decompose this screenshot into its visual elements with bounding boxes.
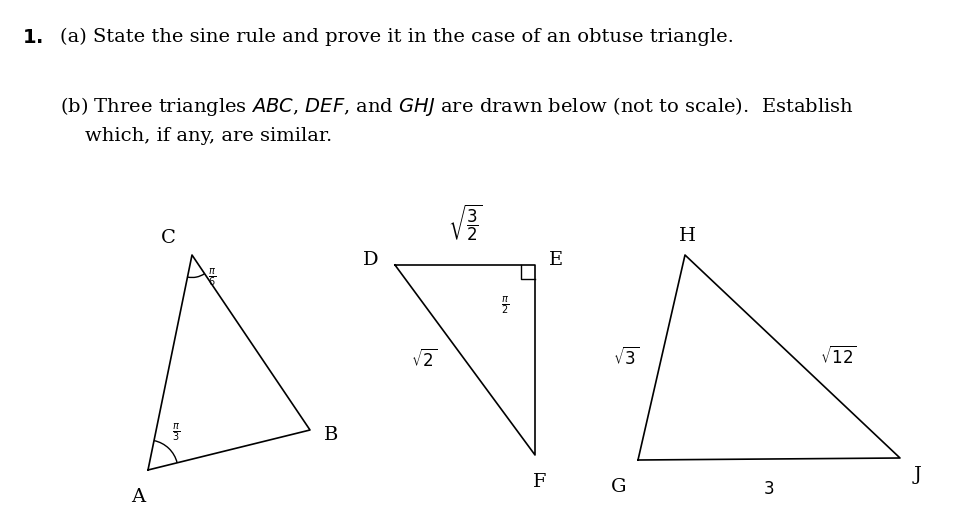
Text: $\mathbf{1.}$: $\mathbf{1.}$ bbox=[22, 28, 43, 47]
Text: J: J bbox=[914, 466, 922, 484]
Text: $\frac{\pi}{2}$: $\frac{\pi}{2}$ bbox=[501, 294, 509, 316]
Text: $\frac{\pi}{3}$: $\frac{\pi}{3}$ bbox=[172, 421, 180, 443]
Text: C: C bbox=[161, 229, 176, 247]
Text: D: D bbox=[363, 251, 379, 269]
Text: E: E bbox=[549, 251, 563, 269]
Text: F: F bbox=[533, 473, 547, 491]
Text: which, if any, are similar.: which, if any, are similar. bbox=[85, 127, 332, 145]
Text: (a) State the sine rule and prove it in the case of an obtuse triangle.: (a) State the sine rule and prove it in … bbox=[60, 28, 734, 46]
Text: A: A bbox=[131, 488, 145, 506]
Text: $\sqrt{12}$: $\sqrt{12}$ bbox=[820, 345, 858, 368]
Text: $\sqrt{3}$: $\sqrt{3}$ bbox=[613, 346, 639, 369]
Text: H: H bbox=[678, 227, 696, 245]
Text: G: G bbox=[611, 478, 626, 496]
Text: $3$: $3$ bbox=[763, 481, 775, 498]
Text: $\sqrt{2}$: $\sqrt{2}$ bbox=[411, 349, 437, 371]
Text: B: B bbox=[324, 426, 338, 444]
Text: $\sqrt{\dfrac{3}{2}}$: $\sqrt{\dfrac{3}{2}}$ bbox=[447, 203, 482, 243]
Text: (b) Three triangles $\mathit{ABC}$, $\mathit{DEF}$, and $\mathit{GHJ}$ are drawn: (b) Three triangles $\mathit{ABC}$, $\ma… bbox=[60, 95, 854, 118]
Text: $\frac{\pi}{6}$: $\frac{\pi}{6}$ bbox=[208, 266, 216, 288]
